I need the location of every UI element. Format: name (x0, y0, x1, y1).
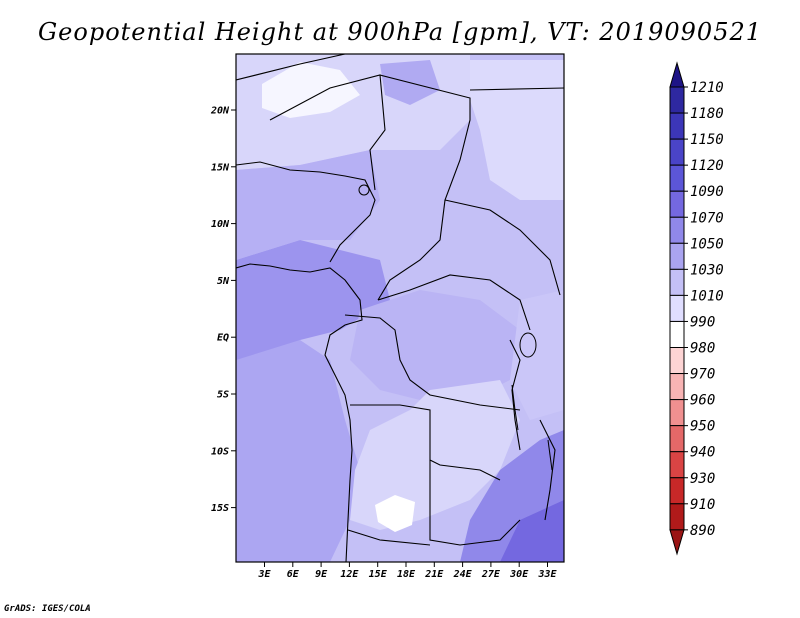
field-atlantic (236, 340, 360, 562)
field-southeast-dark (500, 500, 564, 562)
colorbar-label: 890 (690, 523, 715, 539)
colorbar-swatch (669, 164, 685, 192)
border-niger-chad (369, 74, 386, 191)
colorbar-label: 1070 (690, 210, 724, 226)
colorbar-swatch (669, 503, 685, 531)
border-sahara (236, 54, 346, 81)
border-congo (344, 314, 521, 411)
colorbar-swatch (669, 190, 685, 218)
colorbar-label: 980 (690, 341, 715, 357)
lat-label: EQ (217, 333, 229, 344)
colorbar-label: 960 (690, 393, 715, 409)
colorbar-label: 970 (690, 367, 715, 383)
colorbar-label: 990 (690, 314, 715, 330)
colorbar-swatch (669, 451, 685, 479)
border-west (236, 161, 376, 263)
lon-label: 21E (424, 569, 444, 580)
field-sahara-patch (262, 62, 360, 118)
field-gulf-guinea (236, 240, 390, 360)
lon-label: 24E (453, 569, 473, 580)
border-lakes (509, 339, 521, 451)
lon-label: 12E (340, 569, 359, 580)
colorbar-label: 1210 (690, 80, 724, 96)
colorbar-label: 940 (690, 445, 715, 461)
lat-label: 10N (211, 219, 230, 230)
field-south-white (375, 495, 415, 532)
lat-label: 10S (211, 446, 229, 457)
colorbar-swatch (669, 86, 685, 114)
lat-label: 15N (211, 162, 230, 173)
lon-label: 6E (287, 569, 300, 580)
lon-label: 27E (481, 569, 501, 580)
colorbar-swatch (669, 242, 685, 270)
field-sahel (236, 150, 380, 260)
field-east-highlands (510, 290, 564, 420)
colorbar-label: 1150 (690, 132, 724, 148)
lake-tanganyika (511, 384, 519, 431)
colorbar-swatch (669, 268, 685, 296)
colorbar-swatch (669, 138, 685, 166)
colorbar-label: 950 (690, 419, 715, 435)
colorbar-label: 1030 (690, 262, 724, 278)
lon-label: 33E (537, 569, 557, 580)
colorbar-swatch (669, 347, 685, 375)
boundaries (236, 54, 564, 562)
border-egypt-sudan (469, 87, 564, 91)
lon-label: 15E (369, 569, 388, 580)
coastline (236, 263, 363, 562)
colorbar-label: 1180 (690, 106, 724, 122)
map-panel (236, 54, 564, 562)
colorbar-swatch (669, 477, 685, 505)
lon-label: 3E (257, 569, 271, 580)
field-congo-basin (350, 290, 520, 400)
colorbar-label: 1090 (690, 184, 724, 200)
lakes (358, 184, 553, 471)
colorbar-label: 1050 (690, 236, 724, 252)
colorbar-top-arrow (669, 61, 685, 88)
border-zambia (429, 460, 521, 546)
lon-label: 9E (315, 569, 328, 580)
colorbar-label: 1010 (690, 288, 724, 304)
map-frame (235, 53, 565, 563)
border-car (377, 274, 531, 331)
lat-axis: 20N 15N 10N 5N EQ 5S 10S 15S (210, 106, 236, 514)
lake-malawi (547, 439, 553, 471)
lon-label: 30E (509, 569, 529, 580)
colorbar-swatch (669, 216, 685, 244)
colorbar-bottom-arrow (669, 529, 685, 556)
colorbar-label: 930 (690, 471, 715, 487)
lake-victoria (519, 332, 537, 358)
lon-axis: 3E 6E 9E 12E 15E 18E 21E 24E 27E 30E 33E (257, 562, 558, 580)
lake-chad (358, 184, 370, 196)
colorbar-label: 1120 (690, 158, 724, 174)
lat-label: 5S (217, 390, 229, 401)
border-sudan (444, 199, 561, 296)
colorbar-swatch (669, 399, 685, 427)
chart-title: Geopotential Height at 900hPa [gpm], VT:… (38, 18, 762, 46)
colorbar: 1210 1180 1150 1120 1090 1070 1050 1030 1010 990 9… (669, 61, 724, 556)
border-malawi (539, 419, 556, 521)
colorbar-swatch (669, 320, 685, 349)
colorbar-label: 910 (690, 497, 715, 513)
lat-label: 20N (210, 106, 230, 117)
lon-label: 18E (397, 569, 416, 580)
lat-label: 5N (217, 276, 230, 287)
field-northeast-light (470, 60, 564, 200)
grads-credit: GrADS: IGES/COLA (4, 604, 91, 614)
colorbar-swatch (669, 425, 685, 453)
field-southern-plateau (350, 380, 520, 530)
border-namibia (347, 529, 431, 546)
lat-label: 15S (211, 503, 229, 514)
colorbar-swatch (669, 112, 685, 140)
border-north (269, 74, 471, 301)
colorbar-swatch (669, 294, 685, 322)
colorbar-swatch (669, 373, 685, 401)
